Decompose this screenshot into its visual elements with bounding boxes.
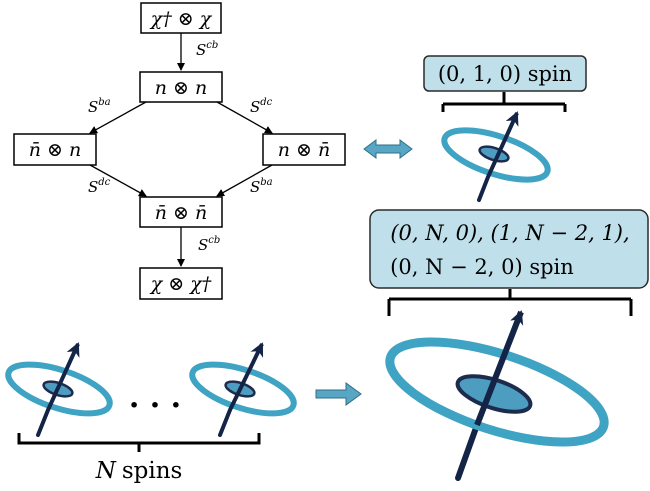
box-chi-chi-dagger-text: χ ⊗ χ† bbox=[149, 273, 212, 295]
combined-spin-group: (0, N, 0), (1, N − 2, 1), (0, N − 2, 0) … bbox=[369, 209, 649, 481]
combined-spin-bubble bbox=[369, 209, 649, 289]
label-s-ba-right: Sba bbox=[250, 177, 273, 196]
single-spin-bubble bbox=[423, 55, 587, 92]
box-n-nbar-text: n ⊗ n̄ bbox=[278, 139, 330, 161]
label-s-cb-bottom: Scb bbox=[198, 235, 220, 254]
arrow-nn-to-nbarn bbox=[89, 101, 147, 134]
box-nbar-nbar-text: n̄ ⊗ n̄ bbox=[155, 202, 207, 224]
combined-spin-bracket bbox=[387, 289, 633, 316]
box-chi-chi-dagger: χ ⊗ χ† bbox=[139, 267, 223, 300]
box-nbar-n: n̄ ⊗ n bbox=[13, 133, 97, 166]
combined-spin-icon bbox=[385, 310, 609, 481]
box-chi-dagger-chi-text: χ† ⊗ χ bbox=[149, 8, 213, 30]
label-s-dc-right: Sdc bbox=[250, 97, 273, 116]
right-arrow-icon bbox=[315, 382, 362, 406]
single-spin-bracket bbox=[441, 92, 567, 112]
arrow-nn-to-nnbar bbox=[216, 101, 273, 134]
spin-icon-left bbox=[5, 342, 113, 437]
label-s-dc-left: Sdc bbox=[88, 177, 111, 196]
single-spin-icon bbox=[441, 111, 551, 202]
box-nbar-n-text: n̄ ⊗ n bbox=[29, 139, 81, 161]
arrow-nbarn-to-nbarnbar bbox=[89, 164, 147, 197]
box-n-n-text: n ⊗ n bbox=[155, 77, 207, 99]
label-s-ba-left: Sba bbox=[88, 97, 111, 116]
box-n-nbar: n ⊗ n̄ bbox=[262, 133, 346, 166]
single-spin-group: (0, 1, 0) spin bbox=[423, 55, 587, 202]
n-spins-bracket bbox=[17, 433, 261, 452]
combined-spin-line2: (0, N − 2, 0) spin bbox=[390, 255, 574, 279]
box-n-n: n ⊗ n bbox=[139, 71, 223, 103]
combined-spin-line1: (0, N, 0), (1, N − 2, 1), bbox=[390, 221, 629, 245]
box-chi-dagger-chi: χ† ⊗ χ bbox=[140, 2, 222, 34]
flow-diagram: χ† ⊗ χ n ⊗ n n̄ ⊗ n n ⊗ n̄ n̄ ⊗ n̄ χ ⊗ χ… bbox=[13, 2, 346, 300]
arrow-nnbar-to-nbarnbar bbox=[216, 164, 273, 197]
double-arrow-icon bbox=[363, 139, 413, 159]
spin-icon-right bbox=[189, 342, 297, 437]
label-s-cb-top: Scb bbox=[196, 40, 218, 59]
box-nbar-nbar: n̄ ⊗ n̄ bbox=[139, 196, 223, 228]
single-spin-label: (0, 1, 0) spin bbox=[438, 62, 572, 86]
ellipsis-dots: · · · bbox=[129, 388, 181, 423]
